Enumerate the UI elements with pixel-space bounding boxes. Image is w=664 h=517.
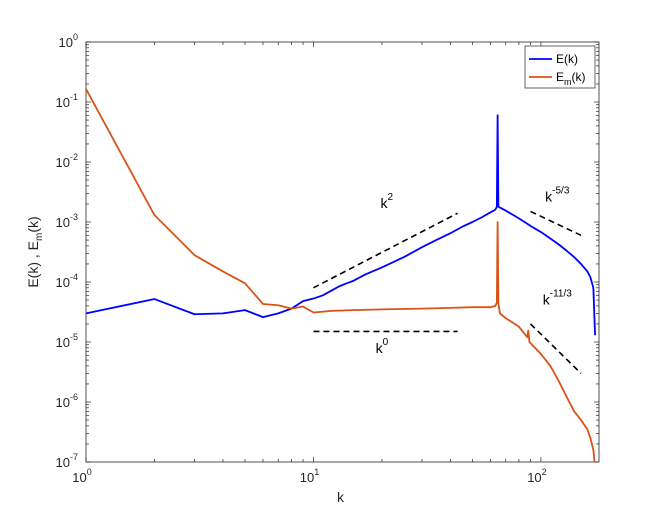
- y-tick-label: 10-5: [56, 332, 78, 350]
- legend-label: Em(k): [556, 70, 586, 87]
- series-layer: [86, 88, 596, 462]
- legend-label: E(k): [556, 52, 578, 66]
- legend-box: [524, 45, 596, 89]
- reference-label: k-5/3: [545, 185, 570, 204]
- y-axis-label: E(k) , Em(k): [25, 216, 45, 287]
- y-tick-label: 10-3: [56, 212, 78, 230]
- y-tick-label: 10-6: [56, 392, 78, 410]
- legend: E(k) Em(k): [524, 45, 596, 89]
- tick-marks: [85, 41, 599, 463]
- axes-box: [85, 41, 600, 463]
- reference-label: k-11/3: [543, 289, 572, 308]
- x-tick-label: 102: [527, 467, 546, 485]
- x-axis-label: k: [337, 489, 345, 505]
- x-tick-label: 101: [300, 467, 319, 485]
- axis-labels: k E(k) , Em(k): [25, 216, 345, 505]
- series-line-Em: [86, 88, 596, 462]
- reference-line: [313, 212, 458, 289]
- reference-label: k0: [376, 337, 389, 356]
- reference-lines: k2 k0 k-5/3 k-11/3: [313, 185, 582, 374]
- reference-line: [529, 323, 582, 374]
- y-tick-label: 10-7: [56, 452, 78, 470]
- y-tick-label: 100: [59, 32, 78, 50]
- x-tick-label: 100: [72, 467, 91, 485]
- series-line-E: [86, 114, 596, 336]
- plot-frame: [85, 41, 600, 463]
- y-tick-label: 10-2: [56, 152, 78, 170]
- tick-labels: 10-7 10-6 10-5 10-4 10-3 10-2 10-1 100 100 101 102: [56, 32, 547, 485]
- y-tick-label: 10-1: [56, 92, 78, 110]
- reference-label: k2: [380, 192, 393, 211]
- y-tick-label: 10-4: [56, 272, 78, 290]
